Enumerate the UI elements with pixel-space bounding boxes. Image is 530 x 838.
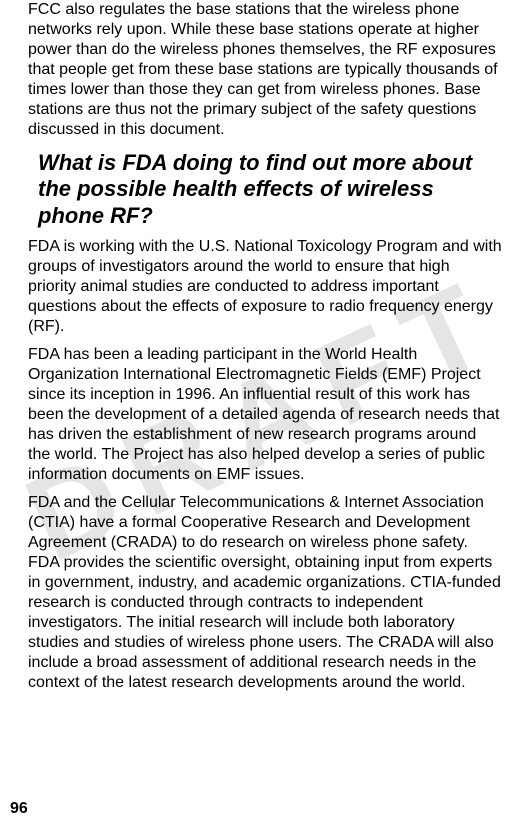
paragraph-3: FDA has been a leading participant in th…	[28, 345, 502, 485]
page-number: 96	[10, 800, 28, 818]
paragraph-4: FDA and the Cellular Telecommunications …	[28, 493, 502, 693]
paragraph-2: FDA is working with the U.S. National To…	[28, 237, 502, 337]
document-content: FCC also regulates the base stations tha…	[28, 0, 502, 693]
section-heading: What is FDA doing to find out more about…	[28, 150, 502, 229]
paragraph-1: FCC also regulates the base stations tha…	[28, 0, 502, 140]
